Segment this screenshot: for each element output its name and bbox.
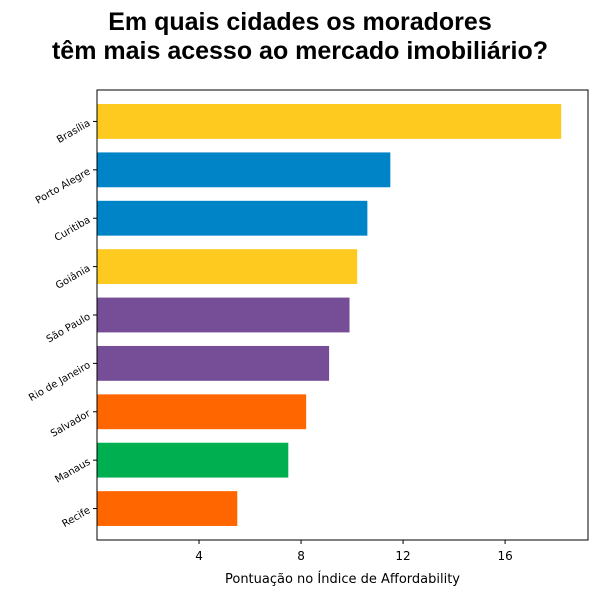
bar — [97, 345, 330, 381]
bar — [97, 491, 238, 526]
x-tick-label: 4 — [195, 549, 203, 563]
y-tick-label: Rio de Janeiro — [27, 360, 92, 404]
bar — [97, 249, 358, 285]
plot-frame — [96, 89, 589, 541]
bar — [97, 297, 350, 333]
chart-title: Em quais cidades os moradores têm mais a… — [0, 8, 600, 66]
y-tick-label: Manaus — [53, 457, 92, 486]
chart-title-line-1: Em quais cidades os moradores — [108, 8, 492, 36]
chart-title-line-2: têm mais acesso ao mercado imobiliário? — [51, 37, 549, 65]
x-axis-label: Pontuação no Índice de Affordability — [225, 571, 460, 587]
x-tick-label: 8 — [297, 549, 305, 563]
bar — [97, 152, 391, 188]
y-tick-label: Brasília — [55, 117, 93, 146]
x-tick-label: 12 — [395, 549, 410, 563]
y-tick-label: São Paulo — [45, 312, 93, 346]
y-tick-label: Curitiba — [53, 215, 93, 244]
y-tick-label: Porto Alegre — [34, 166, 93, 206]
x-tick-label: 16 — [497, 549, 512, 563]
bar — [97, 200, 368, 236]
bar — [97, 104, 562, 139]
bar — [97, 442, 289, 478]
y-tick-label: Goiânia — [54, 262, 93, 291]
bar — [97, 394, 307, 430]
y-tick-label: Salvador — [49, 408, 93, 440]
y-tick-label: Recife — [60, 505, 92, 530]
